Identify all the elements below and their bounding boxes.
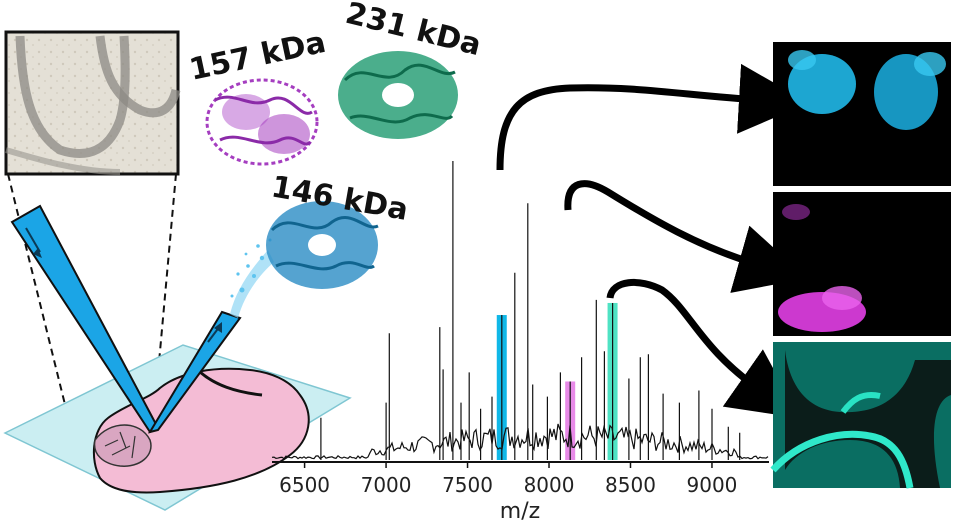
x-tick-label: 6500 [279, 473, 330, 497]
ion-image-cyan [773, 42, 951, 186]
protein-structures: 157 kDa 231 kDa 146 kDa [186, 0, 485, 289]
protein-157kda-structure [205, 78, 319, 166]
x-tick-label: 8000 [524, 473, 575, 497]
arrow-to-bottom-image [606, 278, 801, 419]
mass-spectrum: 6500 7000 7500 8000 8500 9000 m/z [271, 161, 769, 524]
x-tick-label: 9000 [687, 473, 738, 497]
electrospray-plume [230, 238, 274, 318]
x-axis-ticks: 6500 7000 7500 8000 8500 9000 [279, 462, 737, 497]
ion-image-magenta [773, 192, 951, 336]
protein-label: 157 kDa [186, 25, 328, 88]
protein-146kda-structure [266, 201, 379, 289]
protein-231kda-structure [338, 51, 458, 139]
mouse-brain-section [92, 367, 310, 494]
x-axis-label: m/z [500, 499, 540, 524]
arrows [496, 63, 809, 419]
nanospray-emitter [147, 310, 242, 434]
x-tick-label: 7500 [442, 473, 493, 497]
x-tick-label: 7000 [361, 473, 412, 497]
tissue-micrograph-inset [4, 30, 181, 176]
x-tick-label: 8500 [605, 473, 656, 497]
ion-image-teal [770, 342, 951, 489]
arrow-to-top-image [496, 63, 809, 171]
spectrum-trace [271, 161, 769, 460]
arrow-to-middle-image [564, 180, 808, 293]
